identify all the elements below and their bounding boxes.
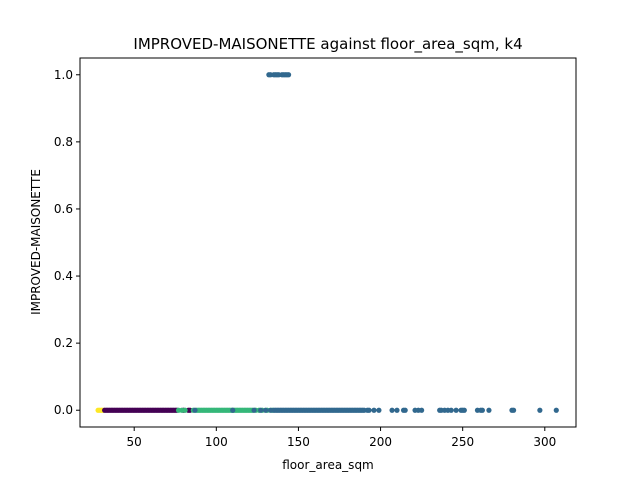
y-tick-label: 0.0 xyxy=(54,403,73,417)
data-point xyxy=(486,407,492,413)
data-point xyxy=(402,407,408,413)
data-point xyxy=(553,407,559,413)
y-tick-label: 0.2 xyxy=(54,336,73,350)
y-axis-ticks: 0.0 0.2 0.4 0.6 0.8 1.0 xyxy=(54,68,80,417)
y-tick-label: 0.4 xyxy=(54,269,73,283)
data-point xyxy=(448,407,454,413)
plot-frame xyxy=(79,57,577,428)
data-point xyxy=(537,407,543,413)
data-point xyxy=(376,407,382,413)
data-point xyxy=(371,407,377,413)
data-point xyxy=(192,407,198,413)
data-point xyxy=(479,407,485,413)
y-tick-label: 1.0 xyxy=(54,68,73,82)
data-point xyxy=(461,407,467,413)
data-points-layer xyxy=(95,72,559,413)
data-point xyxy=(419,407,425,413)
data-point xyxy=(262,407,269,413)
data-point xyxy=(453,407,459,413)
data-point xyxy=(285,72,292,78)
x-axis-ticks: 50 100 150 200 250 300 xyxy=(127,427,556,449)
chart-title: IMPROVED-MAISONETTE against floor_area_s… xyxy=(133,35,522,54)
y-axis-label: IMPROVED-MAISONETTE xyxy=(29,169,43,315)
data-point xyxy=(251,407,257,413)
y-tick-label: 0.6 xyxy=(54,202,73,216)
x-tick-label: 150 xyxy=(287,435,310,449)
x-axis-label: floor_area_sqm xyxy=(282,458,374,472)
x-tick-label: 300 xyxy=(533,435,556,449)
data-point xyxy=(230,407,236,413)
data-point xyxy=(182,407,188,413)
x-tick-label: 250 xyxy=(451,435,474,449)
y-tick-label: 0.8 xyxy=(54,135,73,149)
data-point xyxy=(258,407,264,413)
x-tick-label: 200 xyxy=(369,435,392,449)
data-point xyxy=(394,407,400,413)
data-point xyxy=(389,407,395,413)
x-tick-label: 100 xyxy=(205,435,228,449)
x-tick-label: 50 xyxy=(127,435,142,449)
data-point xyxy=(366,407,372,413)
data-point xyxy=(510,407,517,413)
